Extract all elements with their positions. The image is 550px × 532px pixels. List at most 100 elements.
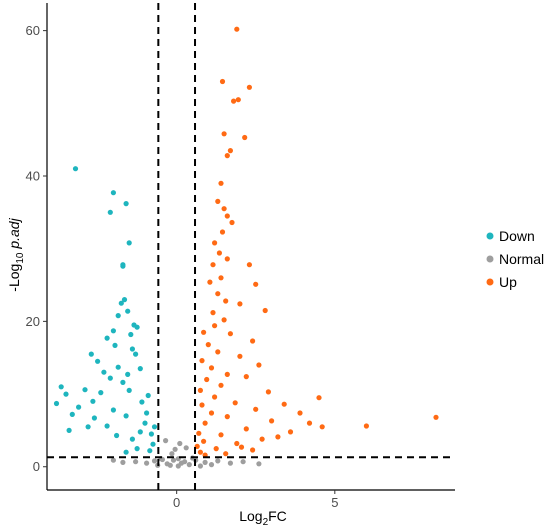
point-down-42 [139, 399, 145, 405]
series-normal [110, 438, 262, 469]
point-up-17 [224, 256, 230, 262]
point-up-60 [243, 426, 249, 432]
point-up-2 [246, 84, 252, 90]
point-up-46 [316, 395, 322, 401]
point-up-19 [246, 262, 252, 268]
x-axis-title: Log2FC [239, 508, 287, 528]
point-down-10 [115, 313, 121, 319]
point-up-12 [224, 213, 230, 219]
point-normal-23 [163, 438, 169, 444]
point-up-71 [197, 449, 203, 455]
point-down-21 [115, 364, 121, 370]
point-up-25 [237, 301, 243, 307]
point-up-34 [215, 349, 221, 355]
point-up-21 [207, 279, 213, 285]
y-tick-label-20: 20 [26, 314, 40, 329]
y-tick-label-40: 40 [26, 168, 40, 183]
point-up-36 [199, 358, 205, 364]
point-up-13 [229, 219, 235, 226]
point-up-49 [281, 401, 287, 407]
series-down [53, 166, 158, 455]
point-down-52 [151, 424, 158, 430]
point-down-43 [144, 410, 150, 416]
series-up [194, 26, 439, 458]
point-normal-1 [170, 457, 177, 463]
y-axis-title-rest: p.adj [6, 217, 22, 252]
point-up-39 [224, 371, 230, 377]
point-normal-21 [169, 451, 175, 457]
x-axis-title-sub: 2 [263, 517, 269, 528]
y-axis-title-base: -Log [6, 264, 22, 292]
point-normal-17 [110, 457, 116, 463]
point-up-47 [232, 400, 238, 406]
point-down-47 [129, 436, 135, 442]
y-tick-label-60: 60 [26, 23, 40, 38]
point-down-34 [76, 404, 82, 410]
point-down-45 [148, 431, 154, 437]
point-down-29 [63, 391, 69, 397]
point-down-46 [150, 441, 156, 447]
point-up-11 [221, 206, 227, 212]
point-down-22 [137, 366, 143, 372]
point-down-39 [85, 424, 91, 430]
point-up-62 [196, 430, 202, 436]
legend-key-normal [486, 255, 494, 263]
point-up-66 [201, 438, 207, 444]
point-up-1 [219, 78, 226, 85]
point-up-27 [221, 317, 227, 323]
point-up-44 [265, 389, 271, 395]
point-normal-5 [186, 462, 192, 468]
point-down-8 [118, 300, 124, 306]
point-up-24 [223, 298, 229, 304]
point-down-38 [123, 413, 129, 419]
point-up-9 [218, 180, 224, 186]
point-normal-19 [172, 446, 178, 452]
point-up-41 [243, 374, 249, 380]
point-up-32 [250, 338, 256, 344]
point-normal-16 [240, 459, 246, 465]
point-down-7 [121, 297, 128, 303]
legend-item-down: Down [486, 228, 535, 244]
point-down-3 [123, 201, 129, 207]
point-up-51 [208, 410, 215, 416]
point-up-50 [253, 406, 259, 412]
point-down-18 [88, 351, 94, 357]
point-down-33 [53, 400, 60, 407]
point-up-3 [231, 98, 237, 104]
y-tick-label-0: 0 [33, 459, 40, 474]
point-down-13 [110, 328, 116, 334]
point-up-26 [210, 310, 216, 316]
point-up-28 [262, 307, 268, 314]
point-down-6 [120, 263, 126, 269]
point-up-54 [224, 414, 230, 420]
point-down-40 [66, 427, 72, 433]
point-down-54 [145, 392, 151, 399]
point-down-26 [120, 379, 126, 385]
point-up-65 [259, 436, 265, 442]
point-down-49 [147, 448, 153, 454]
point-normal-12 [215, 458, 221, 464]
point-up-6 [242, 134, 248, 141]
legend: Down Normal Up [486, 228, 544, 290]
legend-label-normal: Normal [499, 251, 544, 267]
point-down-53 [137, 429, 143, 435]
point-down-19 [133, 351, 139, 357]
point-down-27 [58, 384, 64, 390]
point-down-25 [107, 375, 113, 381]
point-normal-6 [167, 462, 173, 468]
point-down-41 [104, 423, 110, 429]
point-down-28 [82, 387, 88, 393]
point-up-33 [205, 342, 211, 348]
threshold-lines [47, 3, 455, 490]
point-down-32 [90, 398, 96, 404]
point-down-36 [69, 411, 75, 417]
point-up-38 [208, 365, 215, 371]
point-down-51 [123, 449, 129, 455]
point-down-24 [125, 371, 131, 377]
x-axis-title-base: Log [239, 508, 262, 524]
point-up-7 [227, 148, 233, 154]
legend-item-up: Up [486, 274, 517, 290]
point-up-0 [234, 26, 240, 32]
point-up-55 [306, 420, 313, 426]
point-up-40 [204, 376, 210, 383]
